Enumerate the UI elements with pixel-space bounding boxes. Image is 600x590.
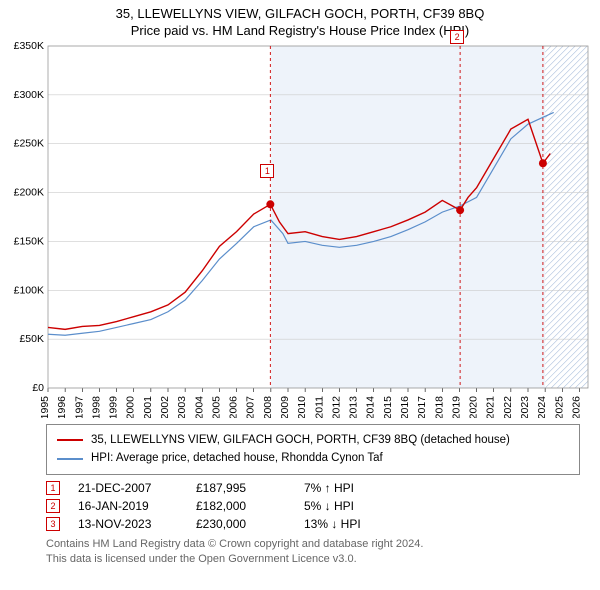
- sale-diff: 5% ↓ HPI: [304, 499, 424, 513]
- svg-text:2002: 2002: [159, 396, 171, 418]
- svg-text:2017: 2017: [416, 396, 428, 418]
- sale-diff: 7% ↑ HPI: [304, 481, 424, 495]
- svg-text:2022: 2022: [502, 396, 514, 418]
- sale-badge: 3: [46, 517, 60, 531]
- svg-text:2016: 2016: [399, 396, 411, 418]
- svg-text:1998: 1998: [90, 396, 102, 418]
- legend-swatch: [57, 439, 83, 441]
- svg-text:2019: 2019: [450, 396, 462, 418]
- svg-text:2025: 2025: [553, 396, 565, 418]
- page-subtitle: Price paid vs. HM Land Registry's House …: [0, 21, 600, 38]
- svg-text:2023: 2023: [519, 396, 531, 418]
- svg-text:£0: £0: [32, 382, 44, 394]
- footnote: Contains HM Land Registry data © Crown c…: [46, 537, 580, 568]
- sales-table: 1 21-DEC-2007 £187,995 7% ↑ HPI 2 16-JAN…: [46, 479, 580, 533]
- svg-text:2000: 2000: [125, 396, 137, 418]
- footnote-line: Contains HM Land Registry data © Crown c…: [46, 537, 580, 552]
- chart-marker-badge: 2: [450, 30, 464, 44]
- sales-row: 2 16-JAN-2019 £182,000 5% ↓ HPI: [46, 497, 580, 515]
- svg-text:2020: 2020: [468, 396, 480, 418]
- sales-row: 3 13-NOV-2023 £230,000 13% ↓ HPI: [46, 515, 580, 533]
- svg-text:1995: 1995: [39, 396, 51, 418]
- svg-text:£150K: £150K: [14, 235, 44, 247]
- chart-marker-badge: 1: [260, 164, 274, 178]
- sale-date: 16-JAN-2019: [78, 499, 178, 513]
- svg-text:£100K: £100K: [14, 284, 44, 296]
- svg-text:2009: 2009: [279, 396, 291, 418]
- svg-text:2018: 2018: [433, 396, 445, 418]
- svg-text:2010: 2010: [296, 396, 308, 418]
- legend-label: HPI: Average price, detached house, Rhon…: [91, 449, 383, 467]
- svg-text:2013: 2013: [348, 396, 360, 418]
- price-chart: £0 £50K £100K £150K £200K £250K £300K £350K 1995…: [0, 38, 600, 418]
- svg-text:£300K: £300K: [14, 89, 44, 101]
- svg-text:2007: 2007: [245, 396, 257, 418]
- svg-text:2015: 2015: [382, 396, 394, 418]
- svg-text:1997: 1997: [73, 396, 85, 418]
- svg-text:£200K: £200K: [14, 187, 44, 199]
- sale-badge: 2: [46, 499, 60, 513]
- svg-text:2011: 2011: [313, 396, 325, 418]
- svg-text:2014: 2014: [365, 396, 377, 418]
- svg-text:2008: 2008: [262, 396, 274, 418]
- sale-price: £182,000: [196, 499, 286, 513]
- legend-row: HPI: Average price, detached house, Rhon…: [57, 449, 569, 467]
- sale-price: £187,995: [196, 481, 286, 495]
- page-title: 35, LLEWELLYNS VIEW, GILFACH GOCH, PORTH…: [0, 0, 600, 21]
- svg-text:2006: 2006: [228, 396, 240, 418]
- sale-price: £230,000: [196, 517, 286, 531]
- svg-text:2024: 2024: [536, 396, 548, 418]
- svg-text:2021: 2021: [485, 396, 497, 418]
- sale-diff: 13% ↓ HPI: [304, 517, 424, 531]
- svg-text:2003: 2003: [176, 396, 188, 418]
- svg-text:2004: 2004: [193, 396, 205, 418]
- legend-row: 35, LLEWELLYNS VIEW, GILFACH GOCH, PORTH…: [57, 431, 569, 449]
- svg-text:2001: 2001: [142, 396, 154, 418]
- sale-date: 13-NOV-2023: [78, 517, 178, 531]
- svg-text:2005: 2005: [210, 396, 222, 418]
- svg-text:2012: 2012: [330, 396, 342, 418]
- svg-text:£50K: £50K: [19, 333, 44, 345]
- sale-badge: 1: [46, 481, 60, 495]
- legend-label: 35, LLEWELLYNS VIEW, GILFACH GOCH, PORTH…: [91, 431, 510, 449]
- sales-row: 1 21-DEC-2007 £187,995 7% ↑ HPI: [46, 479, 580, 497]
- footnote-line: This data is licensed under the Open Gov…: [46, 552, 580, 567]
- svg-text:1996: 1996: [56, 396, 68, 418]
- sale-date: 21-DEC-2007: [78, 481, 178, 495]
- svg-text:£250K: £250K: [14, 138, 44, 150]
- legend: 35, LLEWELLYNS VIEW, GILFACH GOCH, PORTH…: [46, 424, 580, 475]
- svg-text:1999: 1999: [108, 396, 120, 418]
- legend-swatch: [57, 458, 83, 460]
- svg-text:£350K: £350K: [14, 40, 44, 52]
- svg-text:2026: 2026: [570, 396, 582, 418]
